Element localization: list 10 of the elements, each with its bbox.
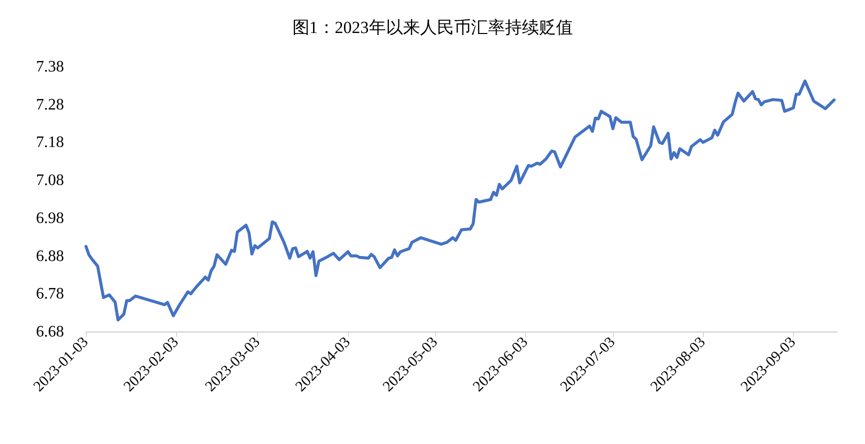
y-tick-label: 7.18 xyxy=(36,134,64,152)
line-series xyxy=(84,80,836,322)
chart-title: 图1：2023年以来人民币汇率持续贬值 xyxy=(292,18,573,37)
y-tick-label: 6.98 xyxy=(36,210,64,227)
y-tick-label: 7.28 xyxy=(36,96,64,114)
y-tick-label: 6.68 xyxy=(36,324,64,340)
y-tick-label: 6.88 xyxy=(36,248,64,265)
y-tick-label: 6.78 xyxy=(36,286,64,303)
y-tick-label: 7.38 xyxy=(36,58,64,76)
y-tick-label: 7.08 xyxy=(36,172,64,190)
